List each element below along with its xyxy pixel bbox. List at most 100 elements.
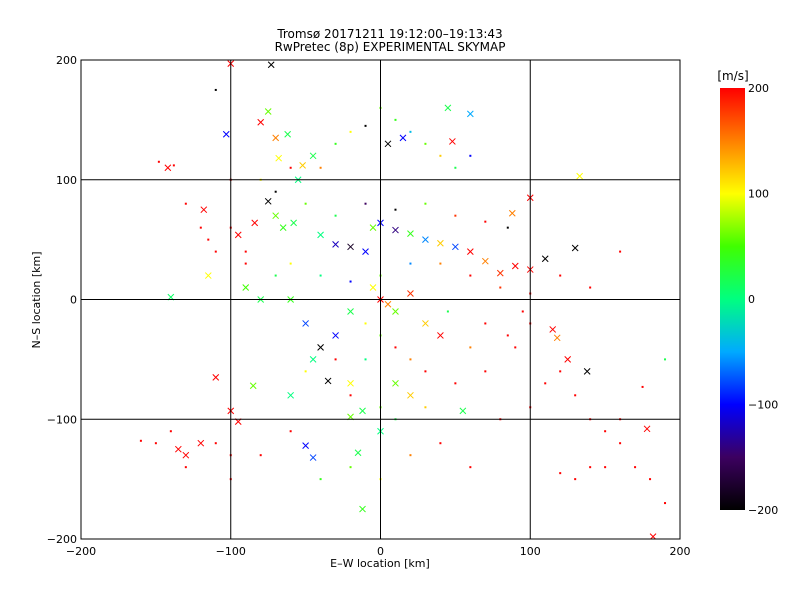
cross-marker xyxy=(251,219,259,227)
colorbar-tick-label: 100 xyxy=(748,188,769,201)
dot-marker xyxy=(544,382,547,385)
cross-marker xyxy=(437,332,444,339)
y-tick-label: 0 xyxy=(70,294,77,307)
cross-marker xyxy=(407,230,414,237)
cross-marker xyxy=(354,449,362,457)
colorbar-label: [m/s] xyxy=(717,69,748,83)
x-axis-ticks: −200 −100 0 100 200 xyxy=(66,545,691,558)
dot-marker xyxy=(506,334,509,337)
dot-marker xyxy=(619,442,622,445)
dot-marker xyxy=(172,164,175,167)
dot-marker xyxy=(649,478,652,481)
dot-marker xyxy=(469,274,472,277)
cross-marker xyxy=(347,379,354,387)
cross-marker xyxy=(508,209,516,217)
dot-marker xyxy=(664,502,667,505)
dot-marker xyxy=(334,142,337,145)
cross-marker xyxy=(204,272,212,279)
cross-marker xyxy=(332,241,339,248)
cross-marker xyxy=(200,206,208,214)
grid-lines xyxy=(81,60,680,539)
dot-marker xyxy=(439,262,442,265)
dot-marker xyxy=(424,202,427,205)
cross-marker xyxy=(249,382,257,390)
colorbar-tick-label: 0 xyxy=(748,293,755,306)
cross-marker xyxy=(407,290,414,297)
dot-marker xyxy=(634,466,637,469)
cross-marker xyxy=(234,231,242,239)
cross-marker xyxy=(452,243,459,251)
dot-marker xyxy=(334,358,337,361)
plot-frame xyxy=(80,59,681,540)
dot-marker xyxy=(469,154,472,157)
cross-marker xyxy=(459,407,467,415)
dot-marker xyxy=(319,478,322,481)
dot-marker xyxy=(274,190,277,193)
cross-marker xyxy=(264,197,272,205)
cross-marker xyxy=(272,134,280,142)
cross-marker xyxy=(309,356,317,363)
dot-marker xyxy=(364,322,367,325)
cross-marker xyxy=(347,308,354,315)
dot-marker xyxy=(454,166,457,169)
dot-marker xyxy=(319,274,322,277)
cross-marker xyxy=(302,442,309,449)
cross-marker xyxy=(359,505,366,513)
cross-marker xyxy=(466,248,474,255)
cross-marker xyxy=(182,451,190,459)
data-markers xyxy=(139,60,667,539)
dot-marker xyxy=(559,274,562,277)
dot-marker xyxy=(184,466,187,469)
cross-marker xyxy=(422,320,429,327)
dot-marker xyxy=(514,346,517,349)
cross-marker xyxy=(444,104,452,112)
cross-marker xyxy=(222,130,230,138)
dot-marker xyxy=(169,430,172,433)
colorbar-ticks: −200 −100 0 100 200 xyxy=(748,82,778,517)
cross-marker xyxy=(332,332,339,339)
cross-marker xyxy=(392,379,399,387)
dot-marker xyxy=(214,442,217,445)
x-tick-label: −100 xyxy=(216,545,246,558)
dot-marker xyxy=(439,442,442,445)
cross-marker xyxy=(164,164,172,172)
dot-marker xyxy=(289,166,292,169)
dot-marker xyxy=(664,358,667,361)
cross-marker xyxy=(407,391,414,399)
colorbar xyxy=(720,88,745,510)
cross-marker xyxy=(275,154,283,162)
dot-marker xyxy=(289,430,292,433)
dot-marker xyxy=(484,370,487,373)
dot-marker xyxy=(454,214,457,217)
dot-marker xyxy=(521,310,524,313)
dot-marker xyxy=(604,430,607,433)
x-tick-label: 100 xyxy=(520,545,541,558)
cross-marker xyxy=(290,219,297,227)
y-tick-label: 100 xyxy=(56,174,77,187)
x-tick-label: −200 xyxy=(66,545,96,558)
y-tick-label: 200 xyxy=(56,54,77,67)
dot-marker xyxy=(559,472,562,475)
dot-marker xyxy=(199,226,202,229)
dot-marker xyxy=(349,130,352,133)
dot-marker xyxy=(439,154,442,157)
y-tick-label: −200 xyxy=(47,533,77,546)
dot-marker xyxy=(304,202,307,205)
cross-marker xyxy=(481,257,489,265)
cross-marker xyxy=(362,248,369,255)
dot-marker xyxy=(244,250,247,253)
dot-marker xyxy=(259,454,262,457)
colorbar-tick-label: −200 xyxy=(748,504,778,517)
cross-marker xyxy=(384,140,392,148)
cross-marker xyxy=(643,425,651,433)
cross-marker xyxy=(267,61,275,69)
cross-marker xyxy=(309,152,317,160)
cross-marker xyxy=(299,162,306,169)
dot-marker xyxy=(214,250,217,253)
dot-marker xyxy=(559,370,562,373)
dot-marker xyxy=(469,346,472,349)
dot-marker xyxy=(469,466,472,469)
dot-marker xyxy=(394,346,397,349)
dot-marker xyxy=(506,226,509,229)
